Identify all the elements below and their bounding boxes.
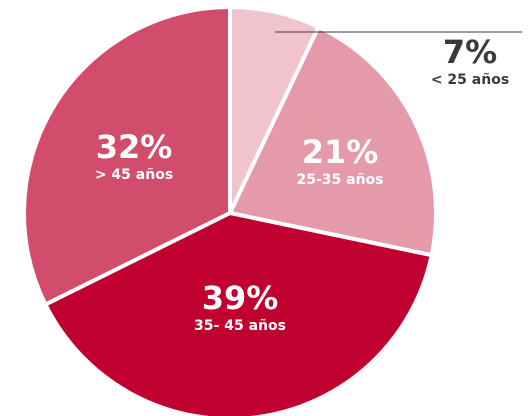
percent-label: 21%	[302, 133, 379, 171]
category-label: < 25 años	[431, 72, 509, 88]
pie-slice	[43, 211, 434, 416]
percent-label: 39%	[202, 279, 279, 317]
category-label: > 45 años	[95, 167, 173, 183]
percent-label: 32%	[96, 128, 173, 166]
pie-slice	[228, 24, 438, 258]
category-label: 25-35 años	[296, 172, 383, 188]
pie-slice	[22, 5, 232, 307]
category-label: 35- 45 años	[194, 318, 286, 334]
percent-label: 7%	[443, 33, 497, 71]
